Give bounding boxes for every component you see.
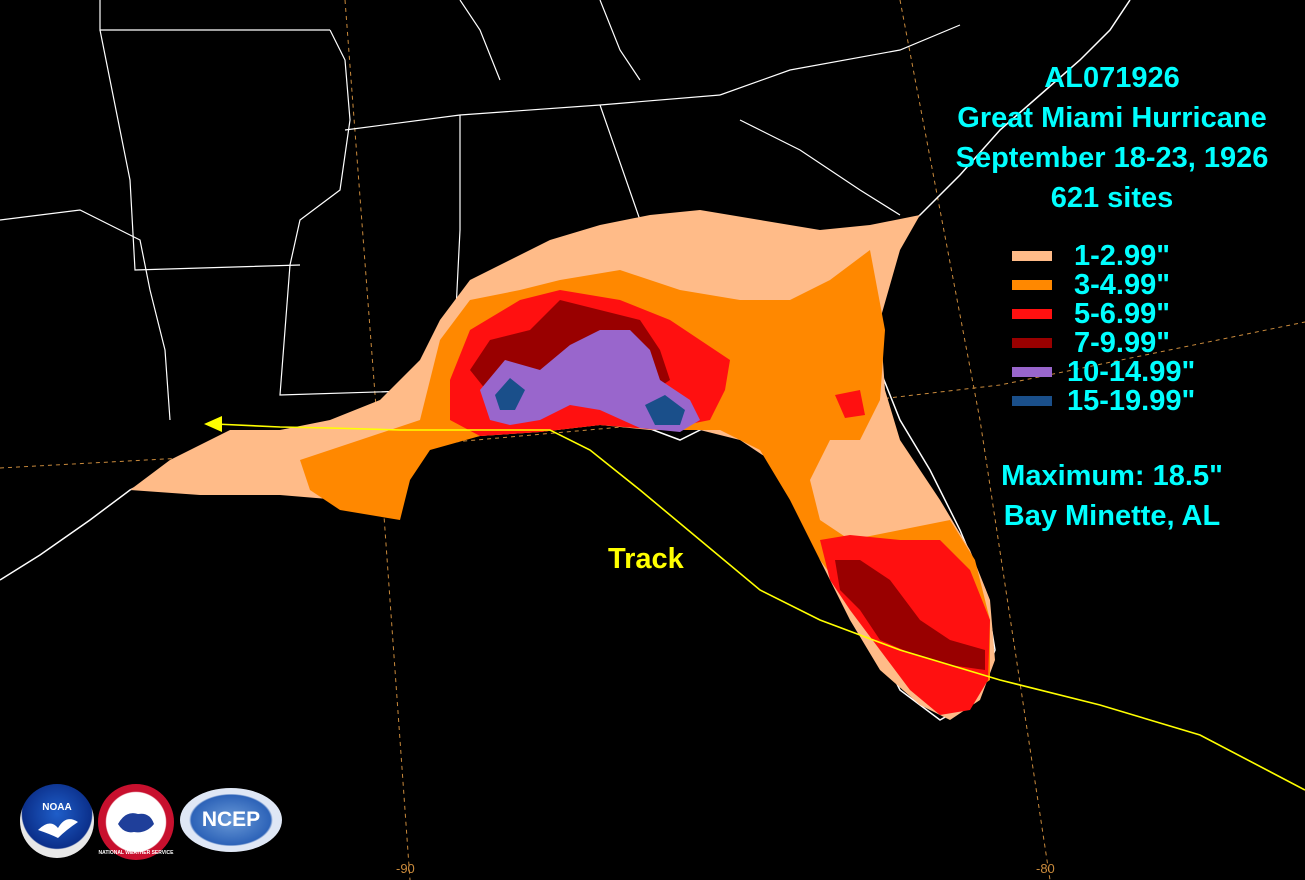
nws-logo-text: NATIONAL WEATHER SERVICE (98, 850, 174, 856)
legend-label: 1-2.99" (1074, 240, 1170, 272)
legend-swatch (1012, 396, 1052, 406)
rainfall-contours (130, 210, 995, 720)
legend-label: 10-14.99" (1067, 356, 1196, 388)
legend-swatch (1012, 338, 1052, 348)
site-count: 621 sites (1050, 182, 1174, 214)
track-arrow-icon (204, 416, 222, 432)
ncep-logo-text: NCEP (201, 808, 261, 831)
storm-dates: September 18-23, 1926 (955, 142, 1269, 174)
track-label: Track (608, 543, 684, 575)
legend: 1-2.99" 3-4.99" 5-6.99" 7-9.99" 10-14.99… (1012, 240, 1252, 424)
legend-label: 3-4.99" (1074, 269, 1170, 301)
gull-icon (38, 819, 78, 838)
legend-label: 5-6.99" (1074, 298, 1170, 330)
noaa-logo: NOAA (20, 784, 94, 858)
longitude-label: -90 (396, 861, 415, 876)
weather-map-icon (112, 798, 160, 846)
legend-swatch (1012, 309, 1052, 319)
noaa-logo-text: NOAA (42, 802, 72, 813)
nws-logo: NATIONAL WEATHER SERVICE (98, 784, 174, 860)
longitude-label: -80 (1036, 861, 1055, 876)
track-line (214, 423, 1305, 791)
ncep-logo: NCEP (180, 788, 282, 852)
rain-band-5 (480, 330, 700, 432)
storm-id: AL071926 (1044, 62, 1180, 94)
storm-name: Great Miami Hurricane (957, 102, 1267, 134)
storm-track (204, 416, 1305, 791)
legend-swatch (1012, 367, 1052, 377)
maximum-location: Bay Minette, AL (1003, 500, 1221, 532)
rain-band-6 (495, 378, 685, 425)
legend-swatch (1012, 280, 1052, 290)
legend-label: 15-19.99" (1067, 385, 1196, 417)
legend-label: 7-9.99" (1074, 327, 1170, 359)
legend-swatch (1012, 251, 1052, 261)
maximum-value: Maximum: 18.5" (1001, 460, 1223, 492)
